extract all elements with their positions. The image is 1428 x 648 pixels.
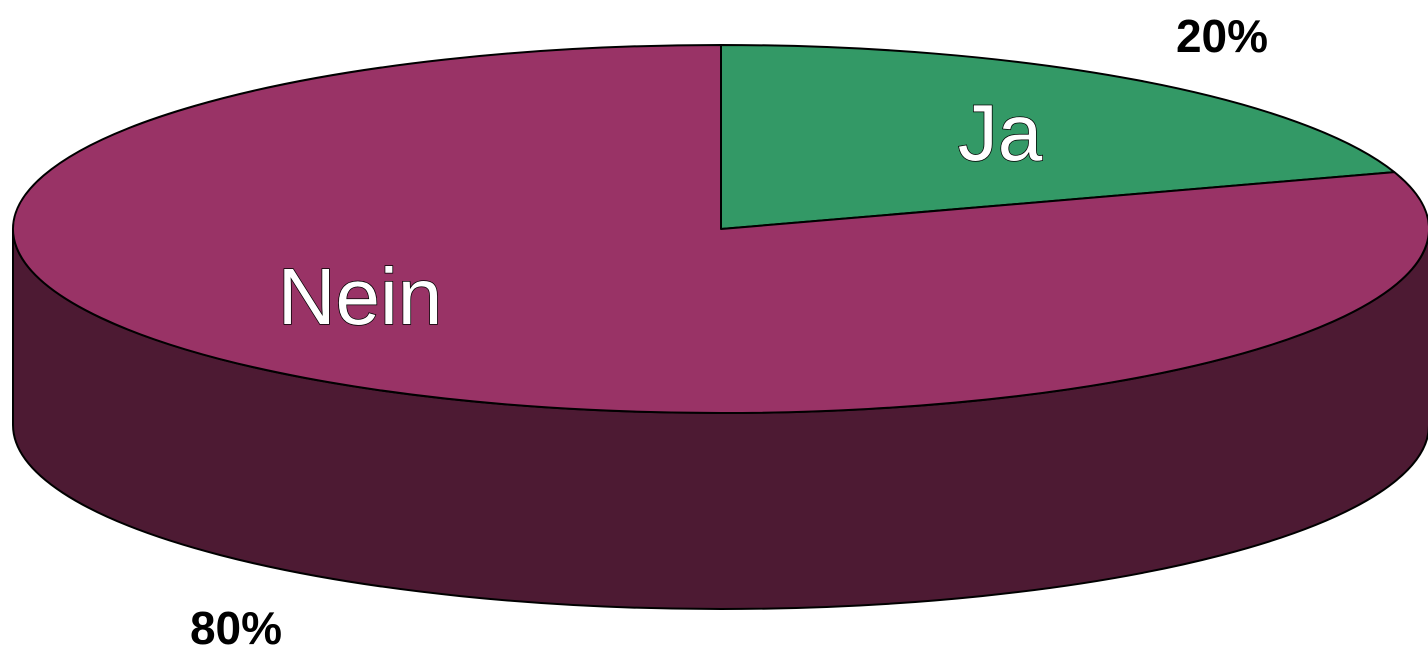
pie-tops <box>12 44 1428 414</box>
pie-slice-ja <box>720 44 1396 230</box>
value-label-nein: 80% <box>190 602 282 648</box>
value-label-ja: 20% <box>1176 10 1268 62</box>
slice-label-ja: Ja <box>958 88 1043 177</box>
pie-slice-nein <box>12 44 1428 414</box>
slice-label-nein: Nein <box>278 252 443 341</box>
pie-labels: Ja Nein 20% 80% <box>190 10 1268 648</box>
